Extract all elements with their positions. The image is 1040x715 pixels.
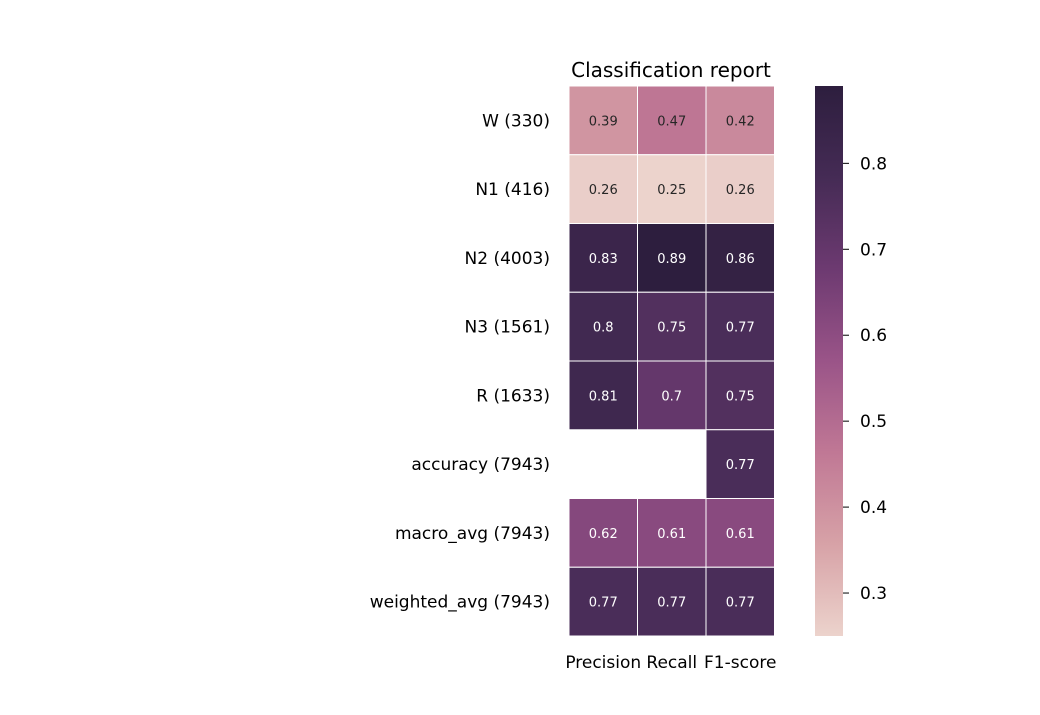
heatmap-cell [637,360,707,431]
heatmap-cell [705,429,775,499]
cell-value-label: 0.86 [726,252,755,267]
cell-value-label: 0.81 [589,389,618,404]
row-label: N1 (416) [475,180,550,200]
cell-value-label: 0.61 [657,527,686,542]
cell-value-label: 0.77 [726,458,755,473]
heatmap-cell [568,154,638,224]
cell-value-label: 0.62 [589,527,618,542]
heatmap-cells: 0.39 0.47 0.42 0.26 0.25 0.26 0.83 0.89 0.86 0.8 0… [568,85,775,637]
heatmap-cell [568,360,638,431]
colorbar-tick-label: 0.3 [860,584,887,604]
cell-value-label: 0.77 [726,321,755,336]
colorbar-tick-label: 0.7 [860,240,887,260]
heatmap-cell [705,360,775,431]
row-label: accuracy (7943) [411,455,550,475]
heatmap-cell [705,85,775,156]
colorbar-tick-label: 0.5 [860,412,887,432]
cell-value-label: 0.77 [589,596,618,611]
cell-value-label: 0.75 [726,389,755,404]
heatmap-cell [637,223,707,293]
colorbar-gradient [815,86,843,636]
row-labels: W (330) N1 (416) N2 (4003) N3 (1561) R (1633… [370,111,550,612]
row-label: R (1633) [476,386,550,406]
heatmap-cell [637,498,707,568]
cell-value-label: 0.26 [726,183,755,198]
heatmap-cell [705,291,775,362]
heatmap-cell [568,291,638,362]
cell-value-label: 0.7 [661,389,682,404]
chart-title: Classification report [571,58,771,82]
cell-value-label: 0.26 [589,183,618,198]
colorbar-tick-label: 0.4 [860,498,887,518]
heatmap-cell [637,85,707,156]
cell-value-label: 0.8 [593,321,614,336]
colorbar: 0.3 0.4 0.5 0.6 0.7 0.8 [815,86,887,636]
colorbar-tick-label: 0.8 [860,154,887,174]
cell-value-label: 0.83 [589,252,618,267]
colorbar-tick-label: 0.6 [860,326,887,346]
row-label: W (330) [482,111,550,131]
row-label: macro_avg (7943) [395,524,550,544]
cell-value-label: 0.77 [657,596,686,611]
column-label: Recall [646,653,697,673]
cell-value-label: 0.75 [657,321,686,336]
heatmap-cell [705,498,775,568]
heatmap-cell [568,85,638,156]
cell-value-label: 0.47 [657,114,686,129]
row-label: N3 (1561) [465,318,550,338]
cell-value-label: 0.77 [726,596,755,611]
cell-value-label: 0.39 [589,114,618,129]
row-label: N2 (4003) [465,249,550,269]
heatmap-cell [637,566,707,637]
heatmap-cell [568,498,638,568]
column-label: F1-score [704,653,776,673]
column-label: Precision [565,653,641,673]
heatmap-cell [568,566,638,637]
heatmap-cell [705,154,775,224]
column-labels: Precision Recall F1-score [565,653,776,673]
cell-value-label: 0.25 [657,183,686,198]
cell-value-label: 0.42 [726,114,755,129]
cell-value-label: 0.61 [726,527,755,542]
heatmap-cell [705,566,775,637]
cell-value-label: 0.89 [657,252,686,267]
row-label: weighted_avg (7943) [370,593,550,613]
